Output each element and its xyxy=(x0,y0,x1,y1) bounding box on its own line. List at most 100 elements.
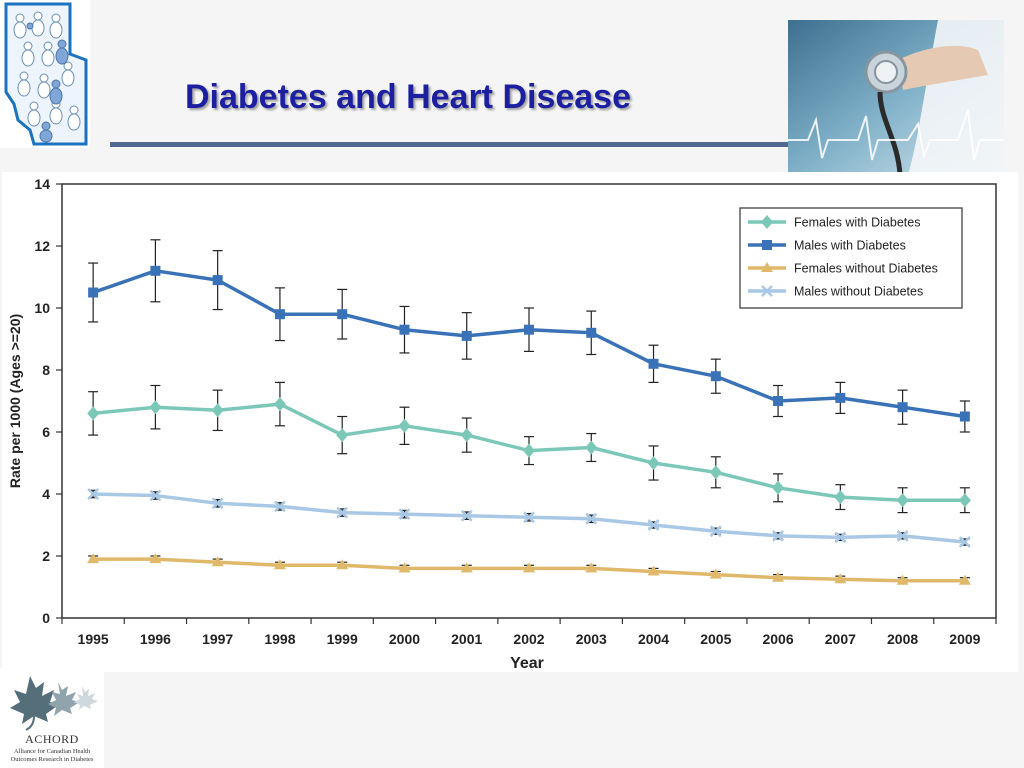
data-point-females-with-diabetes xyxy=(273,397,286,412)
data-point-females-without-diabetes xyxy=(772,571,785,582)
x-tick-label: 2002 xyxy=(513,631,544,647)
data-point-males-without-diabetes xyxy=(149,489,162,502)
x-tick-label: 2000 xyxy=(389,631,420,647)
y-axis-label: Rate per 1000 (Ages >=20) xyxy=(7,314,23,488)
data-point-females-without-diabetes xyxy=(460,562,473,573)
data-point-males-without-diabetes xyxy=(958,536,971,548)
y-tick-label: 12 xyxy=(34,238,50,254)
marker-stroke xyxy=(585,512,598,525)
data-point-males-without-diabetes xyxy=(585,512,598,525)
marker-stroke xyxy=(647,519,660,531)
data-point-females-without-diabetes xyxy=(273,559,286,570)
x-tick-label: 1999 xyxy=(327,631,358,647)
data-point-males-with-diabetes xyxy=(773,396,784,406)
data-point-females-with-diabetes xyxy=(647,456,660,470)
data-point-females-without-diabetes xyxy=(211,556,224,567)
data-point-females-without-diabetes xyxy=(834,573,847,584)
data-point-males-without-diabetes xyxy=(834,531,847,544)
legend-item-females-with-diabetes: Females with Diabetes xyxy=(748,215,920,230)
legend-marker xyxy=(761,262,773,272)
org-tagline-line-1: Alliance for Canadian Health xyxy=(13,748,91,755)
legend-label: Females without Diabetes xyxy=(794,262,938,276)
series-males-without-diabetes xyxy=(87,488,971,548)
legend-marker xyxy=(762,240,772,250)
marker-stroke xyxy=(87,488,100,500)
data-point-males-with-diabetes xyxy=(897,402,908,413)
legend-label: Females with Diabetes xyxy=(794,216,920,230)
x-tick-label: 1998 xyxy=(264,631,295,647)
legend-item-males-without-diabetes: Males without Diabetes xyxy=(748,285,923,299)
data-point-females-with-diabetes xyxy=(709,465,722,480)
data-point-females-with-diabetes xyxy=(336,428,349,443)
data-point-females-with-diabetes xyxy=(460,428,473,443)
marker-stroke xyxy=(523,511,535,524)
x-tick-label: 1995 xyxy=(78,631,109,647)
x-tick-label: 2008 xyxy=(887,631,918,647)
data-point-females-without-diabetes xyxy=(647,565,660,576)
data-point-females-with-diabetes xyxy=(149,400,162,415)
x-tick-label: 2006 xyxy=(762,631,793,647)
data-point-males-with-diabetes xyxy=(710,371,721,382)
series-females-with-diabetes xyxy=(87,381,971,514)
legend-label: Males without Diabetes xyxy=(794,285,923,299)
x-tick-label: 2009 xyxy=(949,631,980,647)
data-point-males-without-diabetes xyxy=(647,519,660,531)
y-tick-label: 4 xyxy=(42,486,50,502)
plot-frame xyxy=(61,183,997,619)
data-point-males-with-diabetes xyxy=(524,324,534,335)
org-name: ACHORD xyxy=(25,732,79,746)
data-point-males-with-diabetes xyxy=(150,265,161,276)
province-people-logo xyxy=(0,0,90,148)
data-point-females-without-diabetes xyxy=(896,574,909,585)
data-point-females-with-diabetes xyxy=(585,440,598,455)
data-point-females-with-diabetes xyxy=(834,490,847,505)
legend-marker xyxy=(761,215,773,229)
data-point-males-without-diabetes xyxy=(336,506,349,519)
y-tick-label: 2 xyxy=(42,548,50,564)
legend-marker xyxy=(761,285,773,297)
data-point-females-without-diabetes xyxy=(709,568,722,579)
data-point-males-without-diabetes xyxy=(87,488,100,500)
x-tick-label: 2003 xyxy=(576,631,607,647)
line-chart: 0 2 4 6 8 10 12 14 1995 1996 1997 1998 1999 2000 2001 2… xyxy=(7,176,997,672)
data-point-males-without-diabetes xyxy=(398,508,411,521)
data-point-males-with-diabetes xyxy=(648,358,659,369)
x-tick-label: 2004 xyxy=(638,631,669,647)
marker-stroke xyxy=(398,508,411,521)
data-point-females-without-diabetes xyxy=(958,574,971,585)
x-tick-label: 2005 xyxy=(700,631,731,647)
slide-title: Diabetes and Heart Disease xyxy=(185,78,631,116)
data-point-females-without-diabetes xyxy=(336,559,349,570)
achord-logo: ACHORD Alliance for Canadian Health Outc… xyxy=(0,668,104,768)
y-tick-label: 8 xyxy=(42,362,50,378)
x-axis-label: Year xyxy=(510,655,544,672)
legend-item-males-with-diabetes: Males with Diabetes xyxy=(748,239,906,253)
org-tagline-line-2: Outcomes Research in Diabetes xyxy=(10,756,94,763)
stethoscope-icon xyxy=(788,20,1004,176)
marker-stroke xyxy=(149,489,162,502)
data-point-females-without-diabetes xyxy=(398,562,411,573)
data-point-females-with-diabetes xyxy=(523,443,535,458)
y-tick-label: 14 xyxy=(34,176,50,192)
marker-stroke xyxy=(211,497,224,510)
people-map-icon xyxy=(0,0,90,148)
data-point-males-without-diabetes xyxy=(460,509,473,522)
stethoscope-photo xyxy=(788,20,1004,176)
data-point-males-without-diabetes xyxy=(709,525,722,538)
data-point-males-with-diabetes xyxy=(586,327,597,338)
y-tick-label: 10 xyxy=(34,300,50,316)
x-tick-label: 1997 xyxy=(202,631,233,647)
series-females-without-diabetes xyxy=(87,553,971,585)
data-point-females-with-diabetes xyxy=(772,480,785,495)
title-divider xyxy=(110,142,790,147)
legend-item-females-without-diabetes: Females without Diabetes xyxy=(748,262,938,276)
marker-stroke xyxy=(958,536,971,548)
data-point-males-without-diabetes xyxy=(523,511,535,524)
y-tick-label: 0 xyxy=(42,610,50,626)
data-point-males-without-diabetes xyxy=(211,497,224,510)
marker-stroke xyxy=(896,529,909,542)
data-point-males-with-diabetes xyxy=(337,309,348,320)
data-point-males-with-diabetes xyxy=(461,330,472,341)
marker-stroke xyxy=(274,500,286,513)
legend-label: Males with Diabetes xyxy=(794,239,906,253)
